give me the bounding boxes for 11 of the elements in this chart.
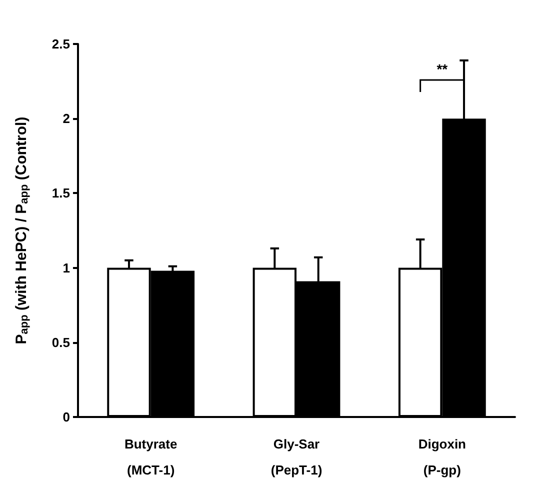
x-tick-label: Digoxin (P-gp)	[418, 436, 466, 478]
y-tick-label: 2.5	[52, 36, 70, 52]
y-axis-title: Papp (with HePC) / Papp (Control)	[13, 116, 30, 344]
x-tick-label: Gly-Sar (PepT-1)	[270, 436, 322, 478]
y-tick-label: 0.5	[52, 334, 70, 350]
y-tick-label: 1.5	[52, 186, 70, 201]
x-tick-label: Butyrate (MCT-1)	[124, 436, 178, 478]
y-tick-label: 2	[62, 111, 70, 126]
y-tick-label: 0	[62, 410, 70, 424]
y-tick-label: 1	[62, 260, 70, 276]
annotation: **	[436, 61, 448, 77]
